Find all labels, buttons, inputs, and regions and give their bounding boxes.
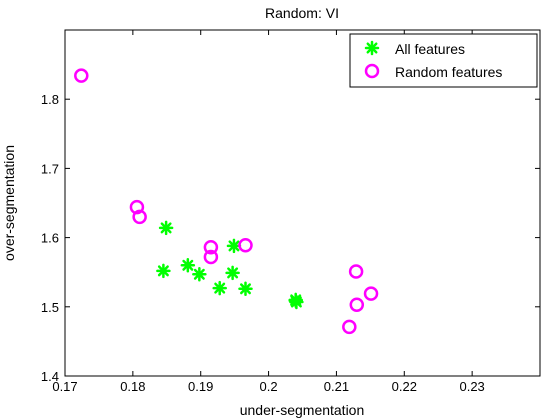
legend-circle xyxy=(364,63,380,79)
y-tick-label: 1.5 xyxy=(41,300,59,315)
x-axis-label: under-segmentation xyxy=(240,402,365,418)
all-features-point xyxy=(289,294,304,310)
random-features-point xyxy=(203,240,219,255)
y-tick-label: 1.6 xyxy=(41,231,59,246)
x-tick-label: 0.23 xyxy=(459,379,484,394)
x-tick-label: 0.17 xyxy=(52,379,77,394)
x-tick-label: 0.18 xyxy=(120,379,145,394)
random-features-point xyxy=(349,297,365,312)
all-features-point xyxy=(158,220,174,236)
legend-asterisk xyxy=(364,40,380,56)
plot-area xyxy=(64,29,541,377)
legend: All features Random features xyxy=(349,33,538,88)
random-features-point xyxy=(348,264,364,279)
all-features-point xyxy=(192,267,207,282)
all-features-point xyxy=(156,263,171,279)
random-features-point xyxy=(342,319,357,335)
x-tick-label: 0.21 xyxy=(324,379,349,394)
random-features-point xyxy=(363,286,379,301)
random-features-point xyxy=(74,68,89,83)
legend-marker-all-features xyxy=(364,40,380,56)
y-tick-label: 1.8 xyxy=(41,92,59,107)
legend-marker-random-features xyxy=(364,63,380,79)
all-features-point xyxy=(225,265,240,281)
data-points xyxy=(74,68,379,335)
random-features-point xyxy=(129,199,145,215)
random-features-point xyxy=(132,209,147,225)
all-features-point xyxy=(180,258,196,273)
random-features-point xyxy=(238,237,253,253)
legend-label-all-features: All features xyxy=(395,41,465,57)
x-tick-label: 0.19 xyxy=(188,379,213,394)
legend-label-random-features: Random features xyxy=(395,64,502,80)
all-features-point xyxy=(226,238,242,254)
y-axis: 1.4 1.5 1.6 1.7 1.8 xyxy=(41,92,540,384)
all-features-point xyxy=(212,280,227,296)
y-tick-label: 1.7 xyxy=(41,161,59,176)
legend-box xyxy=(349,33,538,88)
y-axis-label: over-segmentation xyxy=(1,145,17,261)
x-axis: 0.17 0.18 0.19 0.2 0.21 0.22 0.23 xyxy=(52,30,485,394)
y-tick-label: 1.4 xyxy=(41,369,59,384)
random-features-point xyxy=(203,249,219,265)
chart-title: Random: VI xyxy=(265,5,339,21)
all-features-point xyxy=(238,281,253,297)
x-tick-label: 0.2 xyxy=(260,379,278,394)
x-tick-label: 0.22 xyxy=(392,379,417,394)
